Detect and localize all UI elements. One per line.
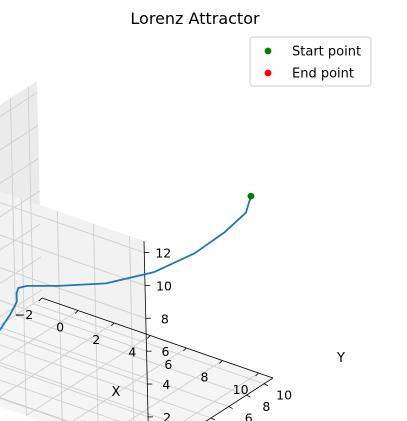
- z-tick-label: 8: [161, 311, 169, 326]
- grid-line: [0, 234, 146, 286]
- grid-line: [0, 223, 41, 251]
- grid-line: [0, 190, 40, 218]
- grid-line: [0, 362, 171, 421]
- grid-line: [0, 202, 145, 253]
- x-tick-label: 10: [233, 382, 249, 397]
- x-tick-mark: [255, 372, 259, 377]
- x-tick-mark: [146, 335, 151, 339]
- grid-line: [0, 256, 42, 284]
- grid-line: [0, 125, 39, 151]
- grid-line: [0, 344, 212, 419]
- y-tick-label: 6: [245, 411, 253, 421]
- x-tick-mark: [74, 310, 79, 314]
- grid-line: [0, 289, 43, 318]
- z-tick-label: 10: [156, 278, 172, 293]
- grid-line: [0, 332, 148, 385]
- grid-line: [27, 86, 34, 304]
- y-tick-label: 10: [276, 388, 292, 403]
- grid-line: [32, 303, 265, 385]
- x-tick-label: 0: [56, 320, 64, 335]
- legend-box: [249, 36, 372, 87]
- x-axis-label: X: [112, 385, 121, 400]
- grid-line: [0, 92, 38, 118]
- grid-line: [15, 314, 247, 396]
- grid-line: [0, 397, 68, 421]
- grid-line: [0, 379, 120, 421]
- grid-line: [0, 397, 69, 421]
- legend-label: End point: [292, 67, 354, 82]
- trajectory-line: [0, 195, 252, 332]
- grid-line: [0, 157, 40, 184]
- x-tick-mark: [183, 347, 187, 352]
- y-tick-mark: [210, 417, 216, 421]
- z-axis-line: [143, 240, 149, 421]
- grid-line: [0, 299, 147, 352]
- axis-panes: [0, 81, 273, 421]
- x-tick-label: 6: [164, 357, 172, 372]
- z-tick-label: 12: [155, 246, 171, 261]
- z-tick-label: 4: [162, 377, 170, 392]
- axis-lines: [38, 240, 274, 421]
- grid-line: [129, 235, 135, 421]
- y-tick-mark: [263, 383, 269, 387]
- chart-title: Lorenz Attractor: [130, 9, 260, 28]
- grid-line: [0, 326, 229, 407]
- x-tick-label: 4: [128, 345, 136, 360]
- grid-line: [56, 210, 63, 421]
- y-axis-label: Y: [336, 351, 345, 366]
- x-tick-label: 8: [201, 370, 209, 385]
- x-tick-mark: [219, 360, 223, 364]
- y-tick-mark: [246, 394, 251, 398]
- grid-line: [93, 223, 99, 421]
- x-tick-label: −2: [15, 307, 33, 322]
- y-tick-mark: [228, 406, 233, 409]
- plot-area: [0, 192, 255, 332]
- grid-line: [0, 267, 146, 319]
- legend-marker: [264, 69, 272, 77]
- grid-lines: [0, 86, 265, 421]
- grid-line: [0, 297, 43, 326]
- z-tick-label: 2: [163, 410, 171, 421]
- legend-label: Start point: [292, 45, 361, 60]
- y-tick-label: 8: [262, 399, 270, 414]
- x-tick-mark: [38, 297, 43, 302]
- start-point-marker: [247, 192, 255, 200]
- grid-line: [0, 365, 149, 418]
- x-tick-label: 2: [92, 332, 100, 347]
- grid-line: [20, 198, 27, 416]
- z-tick-label: 6: [162, 344, 170, 359]
- legend: Start point End point: [249, 36, 372, 87]
- x-tick-mark: [110, 322, 115, 327]
- legend-marker: [264, 47, 272, 55]
- pane-floor: [0, 298, 273, 421]
- x-axis-line: [41, 297, 274, 379]
